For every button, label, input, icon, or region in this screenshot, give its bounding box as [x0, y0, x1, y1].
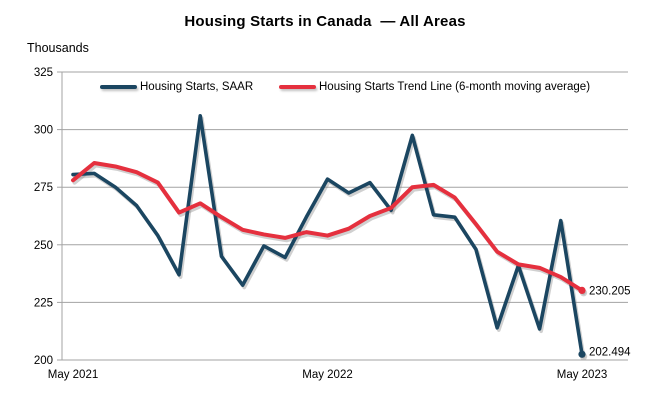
- y-tick-label-325: 325: [34, 67, 53, 79]
- legend-item-trend: Housing Starts Trend Line (6-month movin…: [279, 79, 590, 95]
- legend-label-saar: Housing Starts, SAAR: [140, 81, 254, 93]
- saar-series-line: [71, 113, 584, 357]
- y-tick-label-250: 250: [34, 240, 53, 252]
- legend-label-trend: Housing Starts Trend Line (6-month movin…: [319, 81, 591, 93]
- x-tick-label-may-2021: May 2021: [48, 369, 99, 381]
- y-tick-label-225: 225: [34, 297, 53, 309]
- trend-series-line: [71, 161, 584, 293]
- legend-item-saar: Housing Starts, SAAR: [100, 79, 253, 95]
- y-tick-label-200: 200: [34, 355, 53, 367]
- x-tick-label-may-2023: May 2023: [557, 369, 608, 381]
- chart-legend: Housing Starts, SAAR Housing Starts Tren…: [0, 79, 650, 95]
- trend-end-data-label: 230.205: [589, 285, 631, 297]
- x-tick-label-may-2022: May 2022: [302, 369, 353, 381]
- y-axis-unit-label: Thousands: [27, 41, 89, 55]
- y-tick-label-300: 300: [34, 125, 53, 137]
- trend-end-marker: [578, 286, 586, 295]
- y-tick-label-275: 275: [34, 182, 53, 194]
- chart-title: Housing Starts in Canada — All Areas: [184, 13, 466, 30]
- trend-line-swatch-icon: [279, 85, 316, 89]
- saar-end-data-label: 202.494: [589, 346, 631, 358]
- saar-line-swatch-icon: [100, 85, 137, 89]
- saar-end-marker: [578, 350, 586, 358]
